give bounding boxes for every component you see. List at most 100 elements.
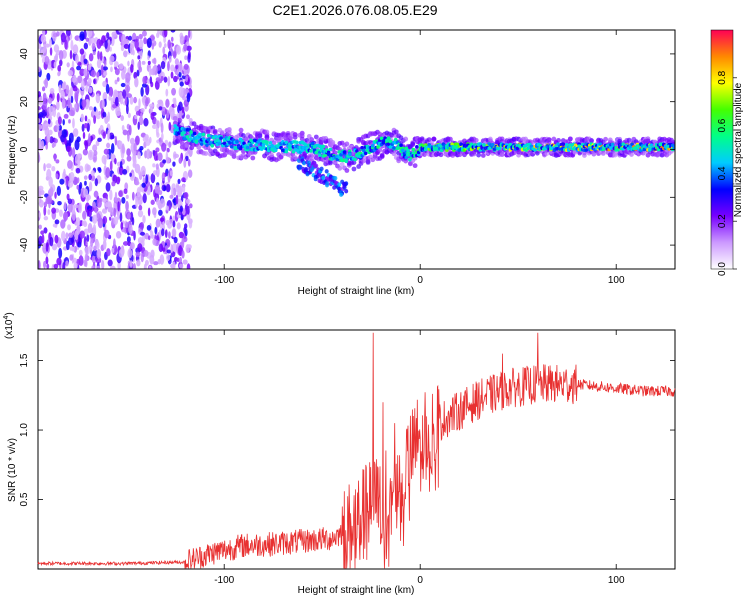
noise-cell [49, 47, 53, 56]
noise-cell [104, 202, 110, 208]
noise-cell [38, 66, 41, 73]
noise-cell [84, 253, 88, 263]
noise-cell [38, 185, 44, 191]
ridge-cell [242, 141, 246, 146]
noise-cell [145, 148, 151, 160]
noise-cell [122, 168, 128, 175]
ridge-cell [642, 147, 647, 152]
noise-cell [147, 60, 151, 65]
y-tick-label: 1.5 [19, 353, 30, 367]
noise-cell [137, 200, 142, 206]
noise-cell [121, 143, 125, 154]
ridge-cell [672, 145, 675, 150]
noise-cell [107, 111, 111, 122]
noise-cell [66, 145, 71, 153]
noise-cell [76, 177, 80, 184]
y-tick-label: 0 [19, 146, 30, 152]
snr-series-line [37, 332, 676, 569]
noise-cell [84, 180, 87, 186]
noise-cell [178, 62, 183, 73]
noise-cell [186, 263, 191, 269]
noise-cell [99, 197, 103, 203]
noise-cell [136, 186, 141, 198]
noise-cell [47, 118, 51, 125]
noise-cell [61, 98, 66, 110]
noise-cell [55, 173, 59, 180]
ridge-cell [270, 144, 275, 148]
halo-cell [231, 152, 237, 157]
noise-cell [65, 84, 70, 95]
halo-cell [556, 137, 561, 143]
noise-cell [93, 245, 97, 252]
halo-cell [313, 134, 319, 140]
noise-cell [186, 92, 191, 103]
noise-cell [91, 174, 96, 182]
noise-cell [93, 149, 98, 157]
noise-cell [79, 230, 85, 239]
noise-cell [143, 37, 147, 45]
noise-cell [120, 82, 126, 88]
noise-cell [145, 84, 150, 96]
noise-cell [98, 167, 102, 173]
halo-cell [219, 129, 225, 135]
ridge-cell [210, 143, 215, 148]
noise-cell [46, 163, 52, 169]
halo-cell [629, 152, 634, 157]
noise-cell [161, 228, 165, 237]
noise-cell [52, 107, 57, 118]
ridge-cell [229, 144, 234, 149]
ridge-cell [450, 142, 454, 147]
halo-cell [351, 166, 357, 172]
noise-cell [55, 159, 60, 164]
ridge-cell [408, 157, 412, 162]
noise-cell [137, 243, 143, 252]
noise-cell [177, 186, 182, 197]
branch-cell [304, 167, 309, 172]
noise-cell [69, 171, 75, 182]
noise-cell [178, 71, 182, 78]
noise-cell [128, 124, 132, 136]
noise-cell [155, 218, 161, 228]
noise-cell [170, 30, 176, 33]
noise-cell [151, 42, 155, 50]
noise-cell [46, 168, 52, 180]
noise-cell [117, 201, 120, 212]
noise-cell [109, 55, 115, 63]
halo-cell [431, 136, 437, 142]
halo-cell [226, 130, 232, 136]
ridge-cell [189, 130, 193, 134]
halo-cell [438, 152, 444, 158]
halo-cell [172, 115, 178, 121]
noise-cell [168, 55, 172, 63]
noise-cell [92, 214, 98, 224]
noise-cell [70, 39, 74, 51]
halo-cell [226, 126, 232, 132]
noise-cell [137, 151, 141, 160]
noise-cell [101, 259, 105, 269]
noise-cell [166, 147, 170, 153]
noise-cell [139, 222, 145, 230]
noise-cell [147, 207, 151, 217]
noise-cell [118, 248, 125, 258]
ridge-cell [392, 146, 396, 150]
halo-cell [426, 137, 432, 143]
noise-cell [49, 236, 54, 247]
noise-cell [104, 115, 109, 124]
ridge-cell [393, 137, 398, 142]
noise-cell [79, 31, 85, 41]
noise-cell [175, 194, 179, 205]
halo-cell [377, 147, 383, 153]
noise-cell [114, 157, 117, 165]
ridge-cell [185, 135, 190, 139]
noise-cell [114, 68, 120, 76]
halo-cell [177, 117, 183, 123]
noise-cell [83, 68, 88, 77]
noise-cell [56, 257, 62, 266]
noise-cell [96, 248, 102, 259]
noise-cell [67, 70, 74, 77]
noise-cell [58, 247, 63, 259]
noise-cell [167, 39, 171, 50]
snr-x-ticks: -100 0 100 [214, 330, 625, 586]
noise-cell [64, 137, 68, 146]
noise-cell [103, 60, 107, 67]
